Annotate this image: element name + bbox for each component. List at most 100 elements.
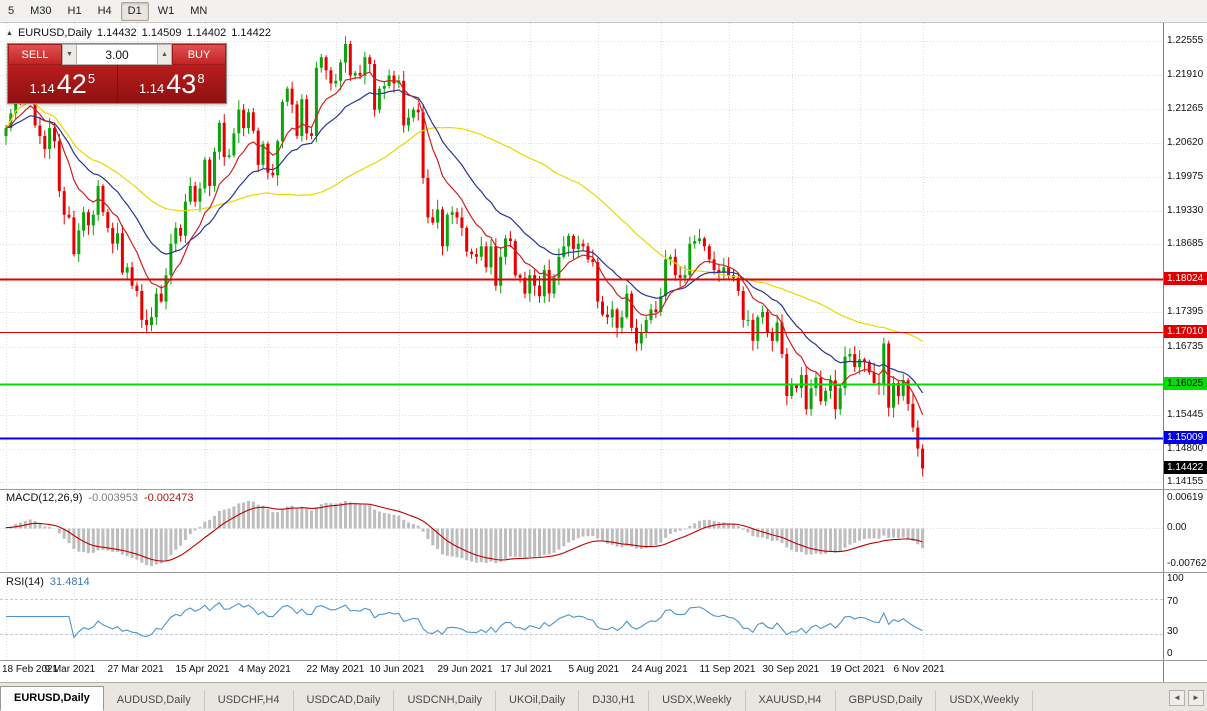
date-axis-label: 6 Nov 2021 <box>893 664 945 675</box>
rsi-axis-label: 70 <box>1167 596 1179 607</box>
price-axis-label: 1.20620 <box>1167 137 1204 148</box>
ohlc-high: 1.14509 <box>141 27 182 39</box>
chart-tab-eurusd-daily[interactable]: EURUSD,Daily <box>0 686 104 711</box>
date-axis-label: 18 Feb 2021 <box>2 664 59 675</box>
price-axis-label: 1.19975 <box>1167 171 1204 182</box>
timeframe-button-m30[interactable]: M30 <box>23 2 58 21</box>
date-axis-label: 24 Aug 2021 <box>631 664 688 675</box>
buy-button[interactable]: BUY <box>172 44 226 65</box>
moving-average-lines <box>5 71 924 416</box>
sell-price-big: 42 <box>56 69 87 99</box>
sell-price-display[interactable]: 1.14 42 5 <box>8 65 118 103</box>
volume-increase-button[interactable]: ▲ <box>157 44 172 65</box>
trade-price-row: 1.14 42 5 1.14 43 8 <box>8 65 226 103</box>
sell-price-sup: 5 <box>87 70 96 86</box>
rsi-axis-label: 30 <box>1167 626 1179 637</box>
collapse-panel-icon[interactable]: ▲ <box>6 29 13 37</box>
chart-tab-usdx-weekly[interactable]: USDX,Weekly <box>649 690 746 711</box>
one-click-trading-panel: SELL ▼ ▲ BUY 1.14 42 5 1.14 43 8 <box>7 43 227 104</box>
rsi-axis-label: 0 <box>1167 648 1173 659</box>
rsi-indicator-label: RSI(14) 31.4814 <box>6 576 90 588</box>
chart-tab-gbpusd-daily[interactable]: GBPUSD,Daily <box>836 690 937 711</box>
date-axis-label: 11 Sep 2021 <box>699 664 756 675</box>
date-axis-label: 27 Mar 2021 <box>107 664 164 675</box>
buy-price-sup: 8 <box>197 70 205 86</box>
rsi-value: 31.4814 <box>49 576 90 588</box>
tabs-scroll-left-button[interactable]: ◄ <box>1169 690 1185 706</box>
price-level-badge: 1.14422 <box>1164 461 1207 474</box>
date-axis-label: 30 Sep 2021 <box>762 664 820 675</box>
chart-tab-list: EURUSD,Daily AUDUSD,Daily USDCHF,H4 USDCAD,… <box>0 686 1033 711</box>
price-level-badge: 1.17010 <box>1164 325 1207 338</box>
price-axis-label: 1.22555 <box>1167 35 1204 46</box>
rsi-name: RSI(14) <box>6 576 44 588</box>
timeframe-button-mn[interactable]: MN <box>183 2 214 21</box>
panel-chrome <box>0 22 1207 682</box>
date-axis-label: 22 May 2021 <box>306 664 365 675</box>
price-axis-label: 1.14155 <box>1167 476 1204 487</box>
timeframe-button-5[interactable]: 5 <box>1 2 21 21</box>
price-axis-label: 1.15445 <box>1167 409 1204 420</box>
chart-ohlc-header: ▲ EURUSD,Daily 1.14432 1.14509 1.14402 1… <box>6 27 271 39</box>
timeframe-toolbar: 5 M30 H1 H4 D1 W1 MN <box>0 0 1207 23</box>
ohlc-low: 1.14402 <box>186 27 227 39</box>
date-axis-label: 29 Jun 2021 <box>437 664 493 675</box>
ohlc-close: 1.14422 <box>231 27 271 39</box>
price-axis[interactable]: 1.22555 1.21910 1.21265 1.20620 1.19975 1.193… <box>1164 0 1207 682</box>
date-axis-label: 10 Jun 2021 <box>369 664 425 675</box>
sell-button[interactable]: SELL <box>8 44 62 65</box>
chart-grid <box>0 23 1163 660</box>
price-axis-label: 1.17395 <box>1167 306 1204 317</box>
date-axis-label: 17 Jul 2021 <box>500 664 553 675</box>
macd-axis-label: 0.00619 <box>1167 492 1204 503</box>
volume-decrease-button[interactable]: ▼ <box>62 44 77 65</box>
date-axis-label: 5 Aug 2021 <box>568 664 620 675</box>
price-chart-canvas[interactable] <box>0 0 1207 682</box>
buy-price-prefix: 1.14 <box>138 80 165 96</box>
ohlc-open: 1.14432 <box>96 27 137 39</box>
macd-signal-value: -0.002473 <box>143 492 194 504</box>
macd-indicator <box>4 501 925 566</box>
trade-controls-row: SELL ▼ ▲ BUY <box>8 44 226 65</box>
chart-tab-ukoil-daily[interactable]: UKOil,Daily <box>496 690 580 711</box>
price-level-badge: 1.15009 <box>1164 431 1207 444</box>
timeframe-button-h4[interactable]: H4 <box>91 2 119 21</box>
buy-price-display[interactable]: 1.14 43 8 <box>118 65 227 103</box>
price-level-badge: 1.18024 <box>1164 272 1207 285</box>
chart-tab-usdcad-daily[interactable]: USDCAD,Daily <box>294 690 395 711</box>
chart-tab-usdx-weekly[interactable]: USDX,Weekly <box>936 690 1033 711</box>
chart-tab-audusd-daily[interactable]: AUDUSD,Daily <box>104 690 205 711</box>
price-axis-label: 1.21910 <box>1167 69 1204 80</box>
price-axis-label: 1.19330 <box>1167 205 1204 216</box>
chart-tab-usdcnh-daily[interactable]: USDCNH,Daily <box>394 690 497 711</box>
chart-tab-usdchf-h4[interactable]: USDCHF,H4 <box>205 690 294 711</box>
timeframe-button-w1[interactable]: W1 <box>151 2 182 21</box>
chart-symbol-label: EURUSD,Daily <box>17 27 92 39</box>
price-axis-label: 1.16735 <box>1167 341 1204 352</box>
sell-price-prefix: 1.14 <box>29 80 55 96</box>
date-axis-label: 9 Mar 2021 <box>44 664 96 675</box>
date-axis[interactable]: 18 Feb 2021 9 Mar 2021 27 Mar 2021 15 Apr 2… <box>0 661 1163 681</box>
rsi-axis-label: 100 <box>1167 573 1184 584</box>
volume-input[interactable] <box>77 44 157 65</box>
price-axis-label: 1.18685 <box>1167 238 1204 249</box>
tabs-scroll-right-button[interactable]: ► <box>1188 690 1204 706</box>
chart-tab-dj30-h1[interactable]: DJ30,H1 <box>579 690 650 711</box>
chart-tab-bar: EURUSD,Daily AUDUSD,Daily USDCHF,H4 USDCAD,… <box>0 682 1207 711</box>
macd-indicator-label: MACD(12,26,9) -0.003953 -0.002473 <box>6 492 194 504</box>
price-axis-label: 1.21265 <box>1167 103 1204 114</box>
macd-main-value: -0.003953 <box>88 492 138 504</box>
date-axis-label: 4 May 2021 <box>238 664 291 675</box>
price-axis-label: 1.14800 <box>1167 443 1204 454</box>
timeframe-button-d1[interactable]: D1 <box>120 1 149 21</box>
date-axis-label: 19 Oct 2021 <box>830 664 885 675</box>
horizontal-level-lines <box>0 278 1163 440</box>
tab-scroll-controls: ◄ ► <box>1169 690 1204 706</box>
macd-axis-label: -0.00762 <box>1167 558 1207 569</box>
buy-price-big: 43 <box>166 69 197 99</box>
macd-axis-label: 0.00 <box>1167 522 1187 533</box>
chart-tab-xauusd-h4[interactable]: XAUUSD,H4 <box>746 690 836 711</box>
timeframe-button-h1[interactable]: H1 <box>61 2 89 21</box>
macd-name: MACD(12,26,9) <box>6 492 83 504</box>
date-axis-label: 15 Apr 2021 <box>175 664 230 675</box>
